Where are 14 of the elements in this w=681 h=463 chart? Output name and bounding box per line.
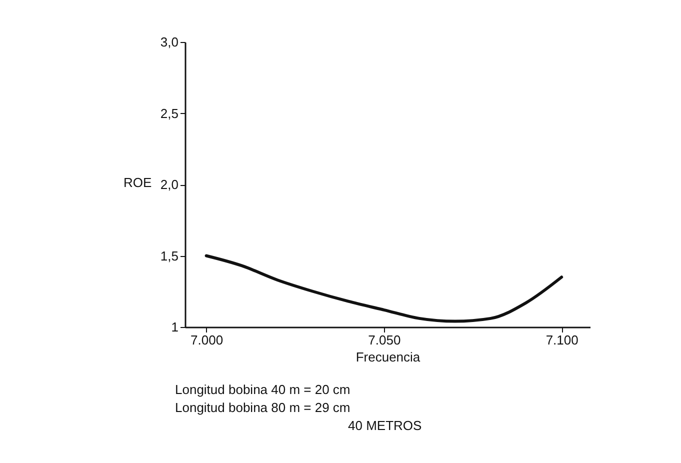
text: Longitud bobina 80 m = 29 cm: [175, 400, 350, 415]
x-tick-label: 7.000: [190, 332, 224, 348]
x-tick-label: 7.050: [368, 332, 401, 348]
text: Longitud bobina 40 m = 20 cm: [175, 382, 350, 397]
x-tick-label: 7.100: [546, 332, 578, 348]
line-series: [204, 254, 564, 323]
y-tick-label: 2,5: [160, 106, 178, 121]
y-tick-label: 1,5: [160, 248, 178, 264]
text: 40 METROS: [348, 418, 422, 433]
y-tick-label: 2,0: [160, 177, 178, 192]
y-axis-title: ROE: [124, 175, 152, 190]
y-tick-label: 3,0: [160, 34, 178, 50]
x-axis-title: Frecuencia: [356, 350, 421, 364]
y-tick-label: 1: [171, 320, 178, 334]
